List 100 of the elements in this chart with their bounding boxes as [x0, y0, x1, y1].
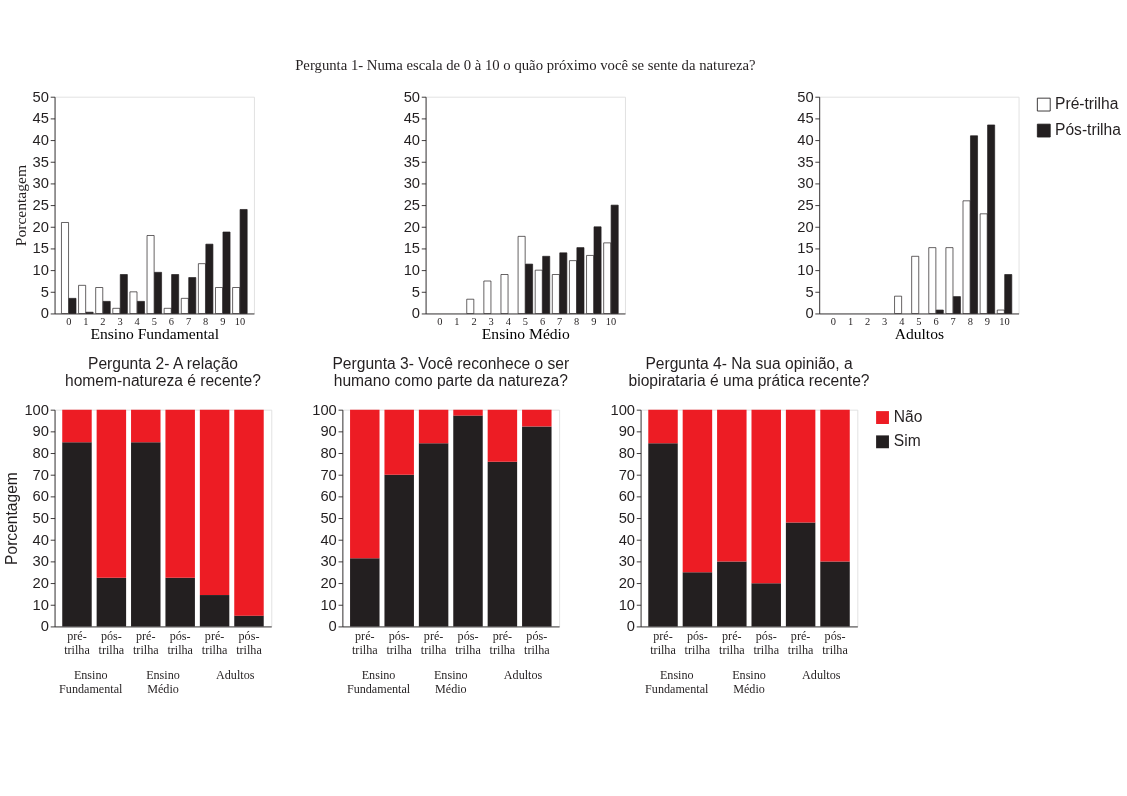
- x-axis-title: Ensino Médio: [481, 325, 570, 343]
- x-tick-label: 2: [100, 316, 106, 328]
- bar: [234, 409, 264, 616]
- y-tick-label: 100: [24, 401, 49, 418]
- x-tick-label: 3: [882, 316, 888, 328]
- legend-label: Pós-trilha: [1055, 120, 1122, 138]
- chart-title: Pergunta 3- Você reconhece o ser humano como parte da natureza?: [332, 355, 570, 390]
- x-tick-label: 4: [899, 316, 906, 328]
- x-tick-label: 9: [220, 316, 226, 328]
- x-tick-label: 9: [984, 316, 990, 328]
- x-tick-label: 4: [134, 316, 141, 328]
- bar: [199, 409, 230, 596]
- y-tick-label: 50: [618, 509, 636, 526]
- y-tick-label: 35: [403, 153, 421, 170]
- bar: [165, 409, 195, 578]
- x-tick-label: 6: [933, 316, 939, 328]
- x-tick-label: pré-trilha: [489, 628, 516, 657]
- y-tick-label: 15: [797, 240, 814, 257]
- y-tick-label: 50: [32, 88, 49, 105]
- text: Adultos: [216, 668, 255, 683]
- x-tick-label: 5: [151, 316, 157, 328]
- x-tick-label: 3: [117, 316, 123, 328]
- bar: [62, 409, 92, 443]
- bar: [522, 409, 552, 427]
- bar: [648, 409, 678, 444]
- y-tick-label: 40: [32, 131, 49, 148]
- bar: [487, 409, 518, 462]
- y-tick-label: 35: [32, 153, 49, 170]
- y-tick-label: 70: [32, 466, 49, 483]
- y-tick-label: 25: [32, 196, 49, 213]
- x-tick-label: pré-trilha: [420, 628, 448, 657]
- x-tick-label: 1: [454, 316, 460, 328]
- y-tick-label: 80: [320, 444, 337, 461]
- y-tick-label: 20: [320, 574, 337, 591]
- text: Ensino Fundamental: [346, 668, 411, 697]
- y-tick-label: 40: [320, 531, 337, 548]
- bar: [350, 409, 380, 559]
- text: Adultos: [802, 668, 841, 683]
- legend-label: Sim: [893, 432, 921, 450]
- y-tick-label: 60: [32, 488, 49, 505]
- y-tick-label: 25: [797, 196, 814, 213]
- bar: [785, 409, 816, 523]
- bar: [751, 409, 781, 584]
- x-tick-label: pós-trilha: [386, 628, 413, 657]
- y-tick-label: 40: [32, 531, 49, 548]
- y-tick-label: 40: [797, 131, 814, 148]
- y-tick-label: 70: [320, 466, 337, 483]
- y-tick-label: 20: [403, 218, 421, 235]
- y-tick-label: 100: [610, 401, 636, 418]
- y-tick-label: 90: [320, 423, 337, 440]
- x-axis-title: Adultos: [894, 325, 945, 343]
- x-tick-label: pós-trilha: [167, 628, 194, 657]
- x-tick-label: 7: [556, 316, 563, 328]
- y-tick-label: 10: [403, 261, 421, 278]
- chart-title: Pergunta 4- Na sua opinião, a biopirataria é uma prática recente?: [628, 355, 870, 390]
- x-tick-label: 5: [522, 316, 528, 328]
- y-tick-label: 15: [32, 240, 49, 257]
- y-tick-label: 50: [320, 509, 337, 526]
- x-tick-label: pós-trilha: [98, 628, 125, 657]
- x-tick-label: pós-trilha: [236, 628, 263, 657]
- x-tick-label: 0: [437, 316, 443, 328]
- bar: [717, 409, 747, 562]
- x-tick-label: 3: [488, 316, 494, 328]
- x-tick-label: pré-trilha: [650, 628, 677, 657]
- x-tick-label: pós-trilha: [753, 628, 780, 657]
- bar: [820, 409, 850, 562]
- x-tick-label: pós-trilha: [822, 628, 849, 657]
- y-tick-label: 50: [32, 509, 49, 526]
- x-tick-label: 7: [950, 316, 956, 328]
- bar: [682, 409, 713, 573]
- x-tick-label: pós-trilha: [524, 628, 551, 657]
- x-tick-label: pré-trilha: [787, 628, 815, 657]
- x-tick-label: pré-trilha: [201, 628, 228, 657]
- x-tick-label: 8: [574, 316, 580, 328]
- y-tick-label: 45: [32, 110, 49, 127]
- x-tick-label: pré-trilha: [64, 628, 91, 657]
- chart-title: Pergunta 2- A relação homem-natureza é recente?: [65, 355, 262, 390]
- y-axis-title: Porcentagem: [11, 164, 29, 247]
- chart-title: Pergunta 1- Numa escala de 0 à 10 o quão próximo você se sente da natureza?: [295, 56, 756, 73]
- x-tick-label: pré-trilha: [719, 628, 746, 657]
- x-tick-label: pós-trilha: [455, 628, 482, 657]
- legend-label: Não: [893, 407, 923, 425]
- x-tick-label: 0: [830, 316, 836, 328]
- y-tick-label: 60: [618, 488, 636, 505]
- y-tick-label: 5: [411, 283, 421, 300]
- y-tick-label: 45: [403, 110, 421, 127]
- y-tick-label: 20: [32, 574, 49, 591]
- x-tick-label: 8: [967, 316, 973, 328]
- text: Ensino Médio: [146, 668, 180, 697]
- y-tick-label: 30: [618, 553, 636, 570]
- x-axis-title: Ensino Fundamental: [90, 325, 220, 343]
- y-tick-label: 20: [618, 574, 636, 591]
- y-tick-label: 50: [403, 88, 421, 105]
- y-tick-label: 60: [320, 488, 337, 505]
- x-tick-label: 2: [864, 316, 871, 328]
- x-tick-label: 6: [168, 316, 175, 328]
- y-axis-title: Porcentagem: [3, 472, 21, 565]
- text: Ensino Fundamental: [645, 668, 710, 697]
- y-tick-label: 25: [403, 196, 421, 213]
- x-tick-label: 7: [185, 316, 192, 328]
